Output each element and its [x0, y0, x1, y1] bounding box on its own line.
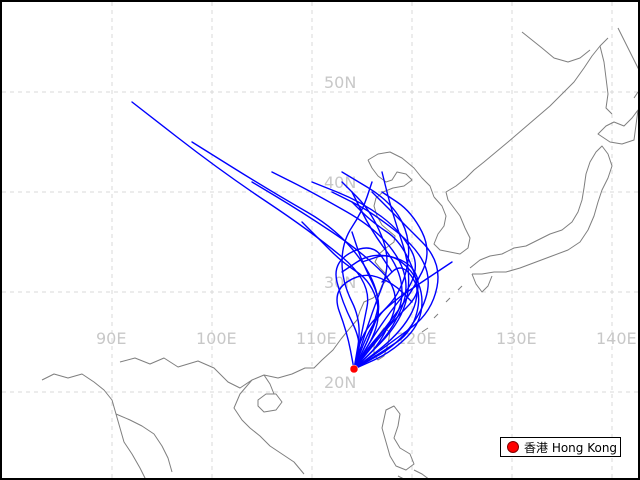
longitude-label: 110E: [296, 329, 337, 348]
legend-marker: [507, 441, 519, 453]
longitude-label: 100E: [196, 329, 237, 348]
coastline-kamchatka-east: [617, 27, 638, 70]
typhoon-track: [271, 171, 407, 370]
coastline-japan-hokkaido: [597, 109, 638, 145]
latitude-label: 50N: [324, 73, 356, 92]
typhoon-track: [131, 101, 369, 370]
typhoon-track: [353, 261, 453, 370]
typhoon-track: [341, 254, 419, 370]
coastline-china-mainland: [119, 159, 413, 389]
coastline-philippines-visayas: [397, 469, 429, 478]
typhoon-track: [351, 231, 380, 370]
legend: 香港 Hong Kong: [500, 437, 621, 457]
hong-kong-marker: [349, 364, 359, 374]
typhoon-track: [251, 181, 396, 370]
typhoon-track: [301, 221, 380, 370]
coastline-ryukyu: [421, 285, 463, 333]
coastline-indochina: [233, 379, 305, 475]
latitude-label: 20N: [324, 373, 356, 392]
coastline-sakhalin: [599, 45, 613, 115]
legend-label: 香港 Hong Kong: [524, 440, 618, 455]
coastline-kuril: [633, 91, 638, 99]
latitude-label: 30N: [324, 273, 356, 292]
typhoon-track: [336, 274, 413, 370]
longitude-label: 90E: [96, 329, 126, 348]
coastline-japan-honshu: [469, 145, 613, 275]
longitude-label: 130E: [496, 329, 537, 348]
typhoon-track: [353, 191, 428, 370]
typhoon-track: [351, 201, 418, 370]
coastline-korea: [433, 191, 471, 255]
coastlines: [41, 27, 638, 478]
coastline-sea-of-okhotsk: [521, 31, 591, 63]
coastline-philippines-luzon: [381, 405, 415, 471]
typhoon-track: [311, 181, 416, 370]
typhoon-track: [335, 247, 393, 370]
typhoon-track: [353, 191, 439, 370]
coastline-bay-of-bengal: [41, 373, 146, 478]
coastline-leizhou: [263, 374, 275, 395]
tracks: [131, 101, 453, 370]
coastline-hainan: [257, 393, 283, 413]
typhoon-track: [351, 191, 403, 370]
coastline-bohai: [367, 151, 435, 198]
latitude-label: 40N: [324, 173, 356, 192]
typhoon-track: [353, 171, 410, 370]
typhoon-track: [331, 191, 429, 370]
coastline-myanmar: [115, 413, 173, 473]
typhoon-track: [341, 181, 373, 370]
coastline-japan-kyushu: [471, 273, 493, 293]
coastline-russia-east: [445, 37, 609, 193]
typhoon-track: [353, 267, 420, 370]
typhoon-track: [341, 181, 388, 370]
longitude-label: 140E: [596, 329, 637, 348]
